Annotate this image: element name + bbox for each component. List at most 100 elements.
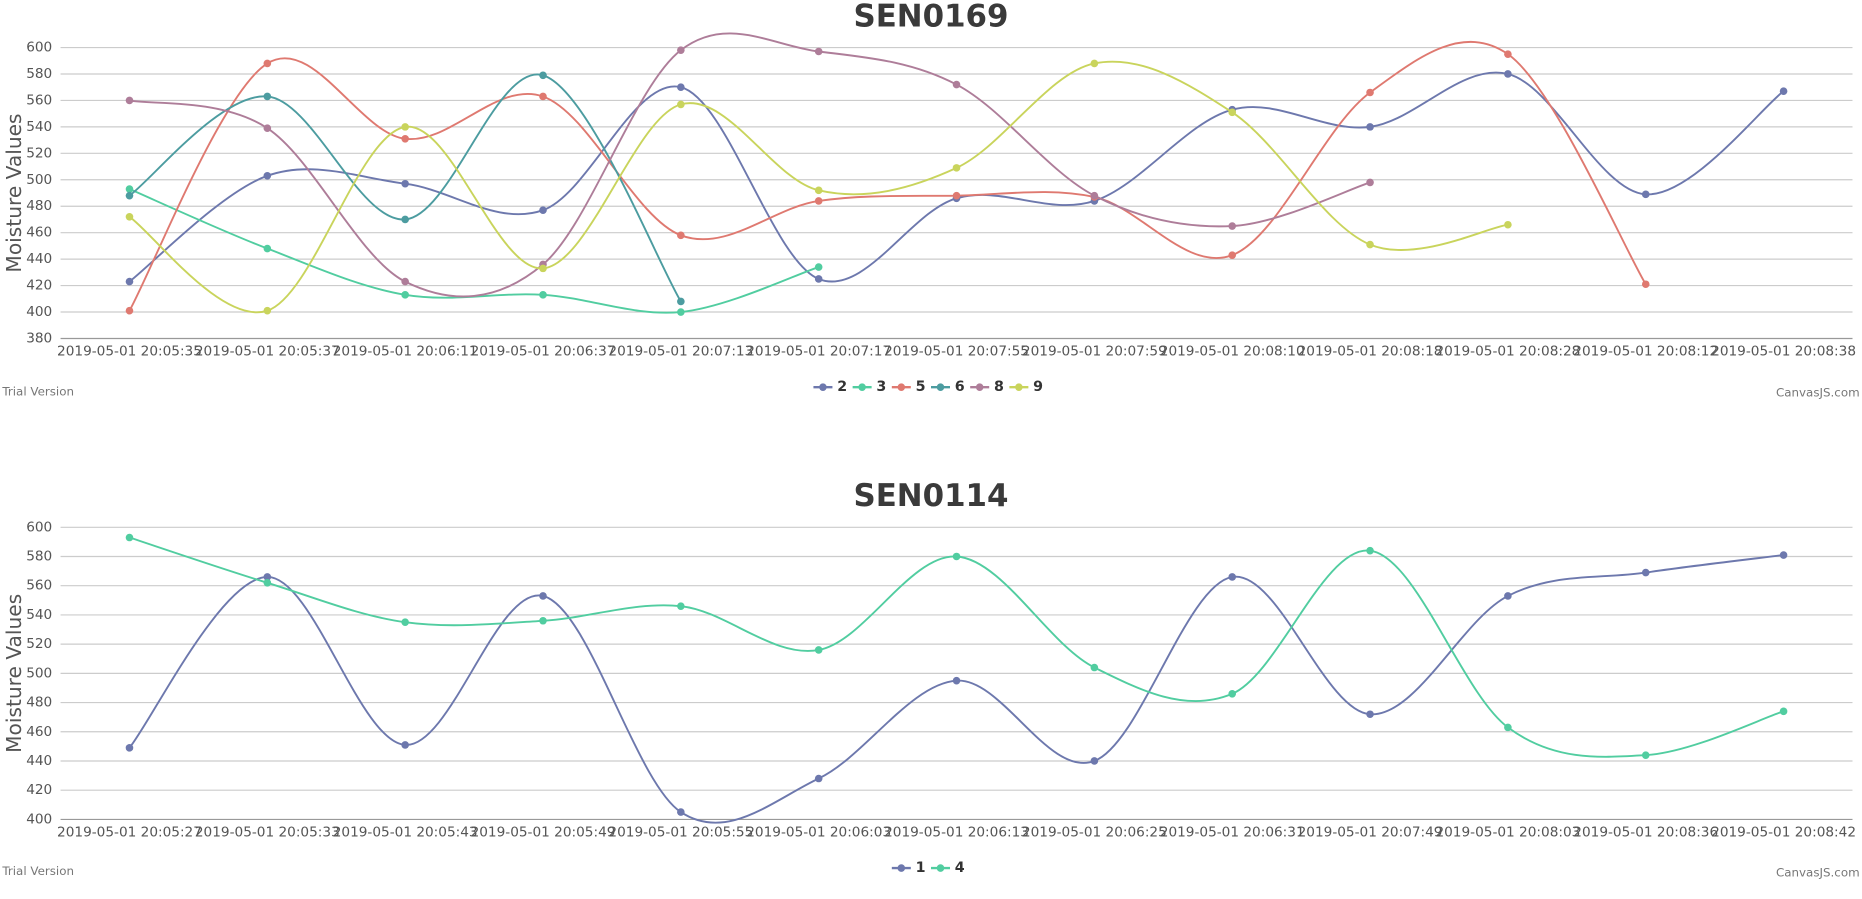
y-tick-label: 420 [26, 782, 52, 798]
y-tick-label: 440 [26, 753, 52, 769]
y-tick-label: 540 [26, 607, 52, 623]
chart-title: SEN0169 [853, 0, 1008, 34]
series-line [129, 32, 1371, 298]
data-point [1366, 240, 1374, 249]
data-point [125, 277, 134, 286]
data-point [401, 179, 409, 188]
data-point [1090, 59, 1099, 68]
data-point [263, 573, 272, 581]
credit-left: Trial Version [1, 384, 74, 398]
data-point [814, 263, 823, 271]
y-tick-label: 560 [26, 92, 52, 108]
y-tick-label: 580 [26, 548, 52, 564]
data-point [125, 191, 134, 200]
legend-label: 5 [916, 379, 926, 395]
legend-marker [858, 383, 866, 391]
y-tick-label: 540 [26, 119, 52, 135]
x-tick-label: 2019-05-01 20:05:35 [57, 344, 202, 360]
y-tick-label: 580 [26, 66, 52, 82]
data-point [1228, 222, 1237, 230]
data-point [1504, 50, 1512, 58]
data-point [814, 197, 823, 205]
data-point [1641, 280, 1650, 289]
x-tick-label: 2019-05-01 20:07:17 [746, 344, 891, 360]
x-tick-label: 2019-05-01 20:07:49 [1298, 824, 1443, 840]
legend-item: 4 [931, 860, 965, 876]
data-point [263, 578, 272, 587]
data-point [1641, 568, 1650, 577]
y-tick-label: 520 [26, 636, 52, 652]
y-tick-label: 420 [26, 278, 52, 294]
data-point [1090, 191, 1099, 200]
data-point [401, 277, 409, 286]
data-point [1641, 190, 1650, 199]
data-point [814, 774, 823, 783]
x-tick-label: 2019-05-01 20:08:42 [1711, 824, 1856, 840]
data-point [677, 308, 685, 316]
series-line [129, 188, 819, 314]
x-tick-label: 2019-05-01 20:05:27 [57, 824, 202, 840]
data-point [1779, 551, 1788, 559]
data-point [263, 172, 272, 180]
data-point [677, 46, 685, 54]
data-point [677, 297, 685, 306]
legend-marker [897, 383, 906, 391]
chart: SEN0169 Moisture Values 380 400 420 440 460 480… [1, 0, 1859, 400]
data-point [263, 306, 272, 315]
legend-item: 3 [852, 379, 886, 395]
credit-right: CanvasJS.com [1776, 386, 1860, 400]
data-point [677, 602, 685, 610]
data-point [952, 164, 961, 172]
data-point [1504, 723, 1512, 732]
data-point [539, 92, 547, 101]
data-point [125, 185, 134, 193]
x-tick-label: 2019-05-01 20:07:59 [1022, 344, 1167, 360]
legend-label: 2 [837, 379, 847, 395]
data-point [539, 264, 547, 273]
data-point [401, 741, 409, 749]
data-point [125, 306, 134, 315]
data-point [125, 213, 134, 221]
data-point [1228, 108, 1237, 117]
data-point [1641, 751, 1650, 759]
legend-label: 6 [955, 379, 965, 395]
legend-label: 1 [916, 860, 926, 876]
data-point [814, 186, 823, 195]
x-tick-label: 2019-05-01 20:08:38 [1711, 344, 1856, 360]
series-line [129, 536, 1784, 758]
legend-marker [936, 864, 945, 872]
data-point [1366, 88, 1374, 97]
data-point [539, 206, 547, 214]
y-tick-label: 460 [26, 724, 52, 740]
x-tick-label: 2019-05-01 20:06:25 [1022, 824, 1167, 840]
data-point [1504, 592, 1512, 600]
x-tick-label: 2019-05-01 20:08:03 [1435, 824, 1580, 840]
data-point [125, 96, 134, 105]
data-point [677, 83, 685, 92]
data-point [539, 616, 547, 625]
data-point [952, 80, 961, 89]
data-point [1090, 757, 1099, 765]
x-tick-label: 2019-05-01 20:08:28 [1435, 344, 1580, 360]
y-axis-title: Moisture Values [2, 594, 26, 753]
data-point [263, 244, 272, 253]
x-tick-label: 2019-05-01 20:06:37 [471, 344, 616, 360]
legend-label: 3 [876, 379, 886, 395]
data-point [814, 646, 823, 654]
data-point [401, 123, 409, 131]
data-point [1228, 251, 1237, 259]
data-point [263, 124, 272, 133]
data-point [952, 676, 961, 685]
y-tick-label: 560 [26, 578, 52, 594]
data-point [1504, 70, 1512, 78]
x-tick-label: 2019-05-01 20:06:11 [333, 344, 478, 360]
legend-label: 9 [1033, 379, 1043, 395]
x-tick-label: 2019-05-01 20:08:12 [1573, 344, 1718, 360]
x-tick-label: 2019-05-01 20:05:37 [195, 344, 340, 360]
credit-right: CanvasJS.com [1776, 865, 1860, 879]
y-tick-label: 400 [26, 304, 52, 320]
data-point [952, 191, 961, 200]
legend-marker [897, 864, 906, 872]
x-tick-label: 2019-05-01 20:05:55 [608, 824, 753, 840]
data-point [401, 291, 409, 299]
